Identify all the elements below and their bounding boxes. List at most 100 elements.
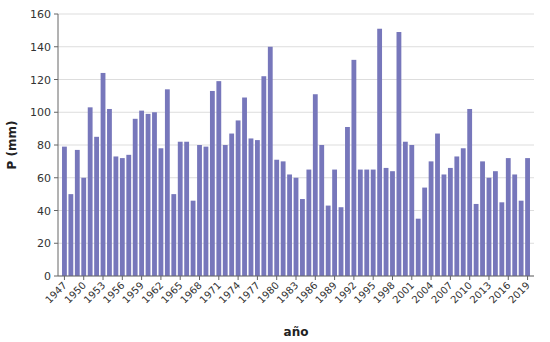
x-tick [469, 276, 470, 280]
bar [416, 219, 421, 276]
y-grid [58, 14, 534, 276]
bar [107, 109, 112, 276]
bar [390, 171, 395, 276]
bar [306, 170, 311, 276]
bar [403, 142, 408, 276]
x-tick [180, 276, 181, 280]
bar [197, 145, 202, 276]
y-tick [54, 79, 58, 80]
grid-line [58, 145, 534, 146]
x-tick [334, 276, 335, 280]
x-tick [527, 276, 528, 280]
x-tick [122, 276, 123, 280]
bar [448, 168, 453, 276]
x-tick [488, 276, 489, 280]
bar [184, 142, 189, 276]
chart-container: 0204060801001201401601947195019531956195… [0, 0, 550, 342]
y-tick [54, 46, 58, 47]
bar [261, 76, 266, 276]
bar [371, 170, 376, 276]
grid-line [58, 112, 534, 113]
bar [294, 178, 299, 276]
y-tick-label: 120 [30, 74, 51, 87]
bar [81, 178, 86, 276]
bar [461, 148, 466, 276]
y-tick-label: 20 [37, 237, 51, 250]
x-tick [103, 276, 104, 280]
bar [422, 188, 427, 276]
x-tick [450, 276, 451, 280]
bar [120, 158, 125, 276]
x-tick [508, 276, 509, 280]
bar [384, 168, 389, 276]
bar [281, 161, 286, 276]
y-tick [54, 14, 58, 15]
y-axis: 020406080100120140160 [30, 8, 58, 283]
bar [397, 32, 402, 276]
y-tick [54, 210, 58, 211]
x-tick [431, 276, 432, 280]
x-tick [64, 276, 65, 280]
bar [191, 201, 196, 276]
x-tick [392, 276, 393, 280]
grid-line [58, 79, 534, 80]
bar [287, 174, 292, 276]
bar [152, 112, 157, 276]
bar [506, 158, 511, 276]
bar [88, 107, 93, 276]
y-axis-line [58, 14, 59, 276]
bar [512, 174, 517, 276]
bars [62, 29, 530, 276]
bar [268, 47, 273, 276]
x-tick [83, 276, 84, 280]
bar [442, 174, 447, 276]
bar [358, 170, 363, 276]
bar [274, 160, 279, 276]
y-tick [54, 276, 58, 277]
y-tick-label: 60 [37, 172, 51, 185]
x-tick [315, 276, 316, 280]
y-axis-label: P (mm) [5, 121, 19, 170]
bar [75, 150, 80, 276]
y-tick-label: 160 [30, 8, 51, 21]
bar [126, 155, 131, 276]
y-tick-label: 100 [30, 106, 51, 119]
bar [113, 156, 118, 276]
bar [68, 194, 73, 276]
y-tick [54, 243, 58, 244]
bar [326, 206, 331, 276]
x-tick [257, 276, 258, 280]
bar [487, 178, 492, 276]
x-tick-label: 2019 [506, 280, 532, 306]
y-tick-label: 40 [37, 205, 51, 218]
bar [133, 119, 138, 276]
bar [139, 111, 144, 276]
y-tick [54, 112, 58, 113]
bar [300, 199, 305, 276]
y-tick-label: 80 [37, 139, 51, 152]
bar [178, 142, 183, 276]
bar [223, 145, 228, 276]
bar [499, 202, 504, 276]
bar [171, 194, 176, 276]
bar [345, 127, 350, 276]
bar [351, 60, 356, 276]
bar [480, 161, 485, 276]
bar [242, 98, 247, 276]
bar [332, 170, 337, 276]
x-tick [141, 276, 142, 280]
bar [519, 201, 524, 276]
bar [249, 138, 254, 276]
bar [236, 120, 241, 276]
bar [216, 81, 221, 276]
x-tick [353, 276, 354, 280]
bar [204, 147, 209, 276]
x-axis-label: año [284, 325, 309, 339]
bar [62, 147, 67, 276]
x-axis: 1947195019531956195919621965196819711974… [43, 276, 532, 305]
bar [409, 145, 414, 276]
bar [313, 94, 318, 276]
x-tick [373, 276, 374, 280]
x-tick [199, 276, 200, 280]
y-tick [54, 145, 58, 146]
